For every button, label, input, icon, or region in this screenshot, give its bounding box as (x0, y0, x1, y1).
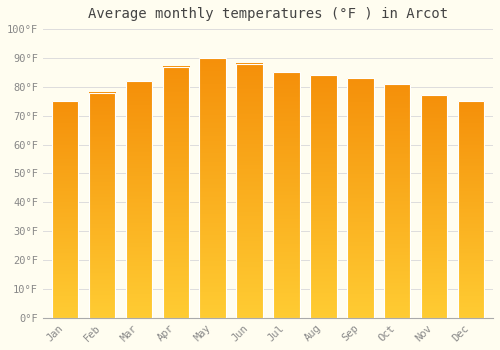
Bar (200, 58, 226, 318)
Bar (89, 93, 116, 318)
Bar (162, 66, 189, 318)
Bar (236, 64, 263, 318)
Bar (384, 84, 410, 318)
Bar (310, 75, 336, 318)
Bar (421, 96, 448, 318)
Bar (458, 101, 484, 318)
Title: Average monthly temperatures (°F ) in Arcot: Average monthly temperatures (°F ) in Ar… (88, 7, 448, 21)
Bar (273, 72, 300, 318)
Bar (52, 101, 78, 318)
Bar (347, 78, 374, 318)
Bar (126, 81, 152, 318)
